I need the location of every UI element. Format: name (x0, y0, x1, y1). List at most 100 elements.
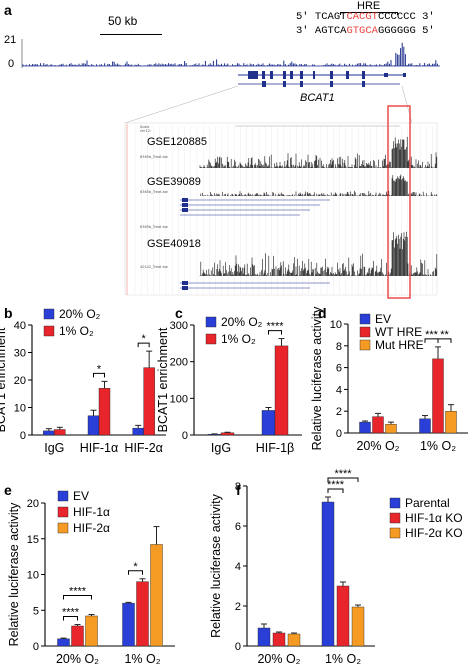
panel-label-a: a (4, 2, 12, 18)
chart-f: 0 2 4 6 8 Relative luciferase activity 20% O₂ 1… (209, 468, 463, 665)
legend-label: HIF-1α (73, 505, 110, 519)
panel-label-c: c (175, 305, 183, 321)
category-label: IgG (44, 441, 64, 455)
y-tick-label: 4 (336, 384, 342, 396)
y-axis-label: BCAT1 enrichment (0, 327, 8, 432)
dataset-label-2: GSE39089 (147, 176, 201, 188)
bar (445, 410, 457, 434)
legend-swatch (389, 527, 401, 539)
significance-stars: **** (266, 321, 284, 333)
svg-text:40142_Treat.bw: 40142_Treat.bw (140, 265, 168, 269)
significance-stars: **** (334, 468, 352, 480)
bar (87, 415, 100, 436)
legend-label: 20% O₂ (59, 307, 101, 321)
chart-b: 0 10 20 30 40 BCAT1 enrichment IgG HIF-1α HIF-2α… (0, 307, 166, 455)
bar (261, 410, 276, 436)
y-axis-label: BCAT1 enrichment (156, 327, 170, 432)
y-tick-label: 2 (336, 406, 342, 418)
legend-label: HIF-2α KO (405, 526, 463, 540)
y-tick-label: 100 (170, 393, 188, 405)
y-tick-label: 10 (330, 319, 342, 331)
bar (336, 585, 350, 647)
y-tick-label: 0 (235, 641, 241, 653)
legend-label: HIF-2α (73, 521, 110, 535)
significance-bracket (437, 338, 452, 343)
svg-text:Scale: Scale (140, 125, 149, 129)
bar (85, 615, 98, 647)
y-tick-label: 10 (14, 403, 26, 415)
hre-highlight-box (387, 105, 411, 299)
legend-label: Parental (405, 496, 450, 510)
y-tick-label: 15 (27, 534, 39, 546)
y-tick-label: 200 (170, 357, 188, 369)
y-tick-label: 0 (182, 430, 188, 442)
bar (150, 544, 163, 647)
panel-label-f: f (236, 482, 241, 498)
significance-bracket (63, 595, 92, 600)
bar (351, 606, 365, 647)
category-label: 1% O₂ (420, 439, 456, 453)
bar (272, 632, 286, 647)
category-label: HIF-2α (124, 441, 162, 455)
significance-bracket (128, 570, 143, 575)
bar (143, 367, 155, 436)
legend-label: EV (73, 489, 89, 503)
scale-bar (100, 34, 162, 35)
y-tick-label: 10 (27, 570, 39, 582)
y-tick-label: 6 (336, 363, 342, 375)
y-tick-label: 0 (20, 430, 26, 442)
legend-swatch (205, 333, 217, 345)
legend-swatch (43, 325, 55, 337)
y-tick-label: 2 (235, 601, 241, 613)
panel-label-e: e (4, 482, 12, 498)
y-axis-label: Relative luciferase activity (209, 493, 223, 638)
bar (372, 416, 384, 434)
category-label: 20% O₂ (356, 439, 399, 453)
y-tick-label: 40 (14, 320, 26, 332)
legend-swatch (43, 308, 55, 320)
category-label: 1% O₂ (124, 652, 160, 665)
legend-swatch (57, 490, 69, 502)
ucsc-gene-annotation (180, 198, 330, 290)
y-axis-label: Relative luciferase activity (7, 502, 21, 647)
significance-bracket (137, 342, 150, 348)
category-label: HIF-1α (80, 441, 118, 455)
dataset-label-1: GSE120885 (147, 136, 207, 148)
chart-d: 0 2 4 6 8 10 Relative luciferase activity 20% O… (310, 306, 468, 453)
significance-bracket (93, 372, 105, 378)
category-label: HIF-1β (256, 441, 294, 455)
bar (57, 638, 70, 647)
scale-bar-label: 50 kb (108, 14, 138, 28)
track-y-min: 0 (8, 58, 15, 70)
legend-swatch (359, 313, 371, 325)
y-tick-label: 4 (235, 561, 241, 573)
hre-sequence-bottom: 3′ AGTCAGTGCAGGGGGG 5′ (296, 25, 435, 37)
svg-text:6365b_Treat.bw: 6365b_Treat.bw (140, 190, 168, 194)
significance-stars: *** (425, 329, 439, 341)
y-tick-label: 8 (235, 481, 241, 493)
bar (43, 430, 55, 436)
y-tick-label: 300 (170, 320, 188, 332)
bar (287, 633, 301, 647)
significance-stars: **** (62, 607, 80, 619)
significance-stars: * (142, 333, 147, 345)
svg-text:6365b_Treat.bw: 6365b_Treat.bw (140, 155, 168, 159)
legend-swatch (359, 339, 371, 351)
y-tick-label: 8 (336, 341, 342, 353)
y-tick-label: 6 (235, 521, 241, 533)
bar (257, 627, 271, 647)
significance-stars: * (97, 363, 102, 375)
y-tick-label: 20 (14, 375, 26, 387)
significance-stars: * (133, 561, 138, 573)
significance-bracket (327, 477, 359, 482)
bar (385, 424, 397, 434)
dataset-label-3: GSE40918 (147, 238, 201, 250)
category-label: 20% O₂ (257, 652, 300, 665)
legend-swatch (389, 512, 401, 524)
bar (359, 421, 371, 434)
bar (136, 581, 149, 647)
hre-sequence-top: 5′ TCAGTCACGTCCCCCC 3′ (296, 11, 435, 23)
legend-swatch (389, 497, 401, 509)
